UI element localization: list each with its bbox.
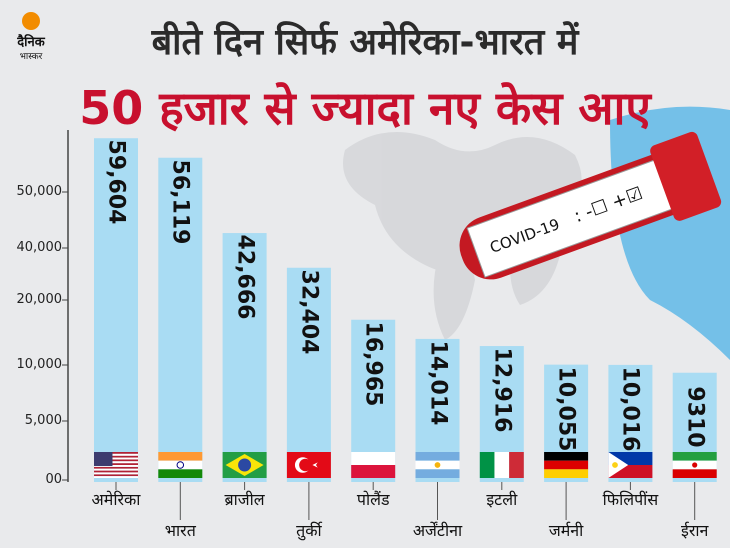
x-category-label: फिलिपींस <box>602 490 659 509</box>
x-category-label: तुर्की <box>296 521 322 540</box>
test-tube-illustration: COVID-19 : -☐ +☑ <box>459 106 730 361</box>
x-category-label: इटली <box>486 490 518 509</box>
bar <box>286 267 331 482</box>
philippines-flag-icon <box>608 452 653 478</box>
bar-value-label: 42,666 <box>232 234 258 320</box>
dainik-bhaskar-logo: दैनिक भास्कर <box>8 12 54 62</box>
x-category-label: ब्राजील <box>224 490 265 509</box>
bar-value-label: 10,016 <box>617 366 643 452</box>
italy-flag-icon <box>479 452 524 478</box>
x-category-label: भारत <box>164 521 196 540</box>
chart-title: बीते दिन सिर्फ अमेरिका-भारत में <box>151 22 579 63</box>
y-tick-label: 10,000 <box>16 357 63 372</box>
usa-flag-icon <box>94 452 138 478</box>
y-tick-label: 50,000 <box>16 184 63 199</box>
x-category-label: ईरान <box>680 521 709 540</box>
poland-flag-icon <box>351 452 396 478</box>
bar-value-label: 12,916 <box>489 347 515 433</box>
bar-value-label: 16,965 <box>360 321 386 407</box>
bar-value-label: 14,014 <box>425 340 450 426</box>
bar <box>94 138 138 483</box>
x-category-label: पोलैंड <box>356 490 390 509</box>
bar <box>158 157 203 483</box>
x-category-label: अर्जेंटीना <box>412 521 463 540</box>
brazil-flag-icon <box>222 452 267 478</box>
bar <box>222 233 267 482</box>
y-axis <box>62 130 69 482</box>
y-tick-label: 40,000 <box>16 240 63 255</box>
germany-flag-icon <box>544 452 589 478</box>
logo-subtext: भास्कर <box>19 52 43 62</box>
bar-value-label: 9310 <box>682 386 708 448</box>
chart-subtitle: 50 हजार से ज्यादा नए केस आए <box>79 81 651 135</box>
y-tick-label: 20,000 <box>16 292 63 307</box>
logo-text: दैनिक <box>17 35 45 50</box>
bar-value-label: 10,055 <box>553 366 579 452</box>
sun-icon <box>22 12 40 30</box>
india-flag-icon <box>158 452 203 478</box>
turkey-flag-icon <box>286 452 331 478</box>
x-category-label: जर्मनी <box>548 521 584 540</box>
y-tick-label: 00 <box>45 472 62 487</box>
y-tick-label: 5,000 <box>24 413 62 428</box>
iran-flag-icon <box>672 452 717 478</box>
bar-value-label: 59,604 <box>103 139 129 225</box>
bar-value-label: 56,119 <box>167 159 193 245</box>
x-category-label: अमेरिका <box>91 490 141 509</box>
bar-value-label: 32,404 <box>296 269 322 355</box>
argentina-flag-icon <box>415 452 460 478</box>
